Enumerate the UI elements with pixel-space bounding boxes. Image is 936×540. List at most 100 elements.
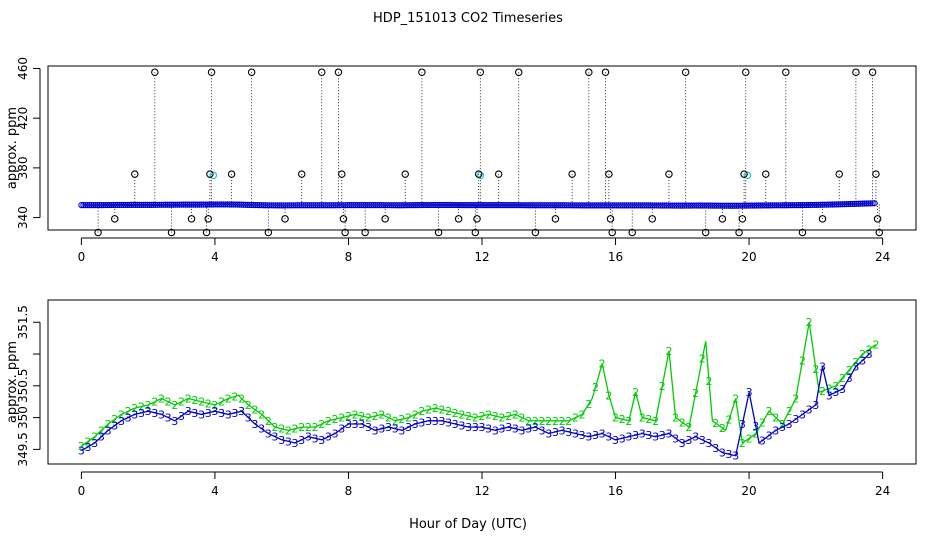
top-baseline-point (400, 202, 407, 209)
top-baseline-point (224, 201, 231, 208)
top-baseline-point (661, 202, 668, 209)
bottom-green-series-marker: 2 (839, 372, 846, 385)
top-baseline-point (779, 202, 786, 209)
bottom-green-series-marker: 2 (225, 393, 232, 406)
top-baseline-point (436, 201, 444, 209)
top-baseline-point (382, 202, 389, 209)
top-baseline-point (508, 202, 516, 209)
top-spike-point (741, 68, 750, 76)
top-baseline-point (470, 202, 478, 209)
top-baseline-point (244, 201, 251, 208)
top-baseline-point (388, 202, 395, 209)
bottom-green-series-marker: 2 (739, 437, 746, 450)
top-baseline-point (615, 202, 622, 209)
bottom-green-series-marker: 2 (545, 415, 552, 428)
bottom-green-series-marker: 2 (318, 418, 325, 431)
top-baseline-point (110, 201, 117, 209)
bottom-green-series-marker: 2 (118, 408, 125, 421)
top-x-tick-label: 20 (741, 250, 756, 264)
top-spike-point (835, 170, 843, 178)
top-spike-point (187, 215, 196, 223)
top-baseline-point (354, 202, 361, 209)
top-baseline-point (793, 202, 800, 209)
top-baseline-point (144, 201, 151, 209)
top-baseline-point (178, 201, 185, 208)
top-baseline-point (713, 202, 720, 209)
top-spike-point (852, 68, 860, 76)
bottom-green-series-marker: 2 (251, 404, 258, 417)
bottom-blue-series-marker: 3 (151, 407, 158, 420)
top-spike-point (131, 170, 139, 178)
top-baseline-point (504, 202, 512, 209)
bottom-blue-series-marker: 3 (305, 431, 312, 444)
top-baseline-point (128, 201, 135, 209)
top-baseline-point (484, 202, 492, 209)
top-baseline-point (837, 201, 844, 208)
top-baseline-point (138, 201, 145, 209)
top-baseline-point (238, 201, 245, 208)
bottom-y-tick-label: 349.5 (16, 432, 30, 466)
bottom-green-series-line (81, 322, 877, 447)
top-baseline-point (799, 202, 806, 209)
top-baseline-point (478, 202, 486, 209)
top-x-tick-label: 12 (474, 250, 489, 264)
bottom-green-series-marker: 2 (726, 414, 733, 427)
top-cyan-point (209, 171, 218, 180)
bottom-blue-series-marker: 3 (826, 389, 833, 402)
top-baseline-point (841, 201, 848, 208)
top-baseline-point (158, 201, 165, 208)
top-spike-point (202, 228, 211, 237)
top-baseline-point (278, 202, 285, 209)
top-baseline-point (252, 201, 259, 209)
top-x-tick-label: 4 (211, 250, 219, 264)
bottom-blue-series-marker: 3 (472, 421, 479, 434)
top-baseline-point (681, 202, 688, 209)
top-baseline-point (442, 201, 450, 209)
top-baseline-point (743, 202, 750, 209)
top-baseline-point (374, 202, 381, 209)
top-baseline-point (160, 201, 167, 208)
top-baseline-point (715, 202, 722, 209)
top-baseline-point (723, 202, 730, 209)
bottom-green-series-marker: 2 (205, 397, 212, 410)
top-baseline-point (627, 202, 634, 209)
bottom-green-series-marker: 2 (632, 386, 639, 399)
bottom-blue-series-marker: 3 (205, 407, 212, 420)
bottom-green-series-marker: 2 (485, 408, 492, 421)
top-baseline-point (100, 202, 107, 209)
top-baseline-point (102, 201, 109, 209)
top-baseline-point (216, 201, 223, 208)
bottom-green-series-marker: 2 (198, 396, 205, 409)
top-baseline-point (767, 202, 774, 209)
bottom-green-series-marker: 2 (612, 412, 619, 425)
bottom-blue-series-marker: 3 (432, 415, 439, 428)
top-spike-point (401, 170, 409, 178)
top-baseline-point (605, 202, 612, 209)
top-baseline-point (446, 201, 454, 209)
top-baseline-point (585, 202, 592, 209)
top-baseline-point (861, 200, 868, 207)
top-baseline-point (232, 201, 239, 208)
bottom-blue-series-marker: 3 (165, 412, 172, 425)
bottom-green-series-marker: 2 (245, 399, 252, 412)
top-baseline-point (603, 202, 610, 209)
bottom-green-series-marker: 2 (131, 402, 138, 415)
top-spike-point (875, 228, 884, 237)
bottom-blue-series-marker: 3 (445, 416, 452, 429)
bottom-green-series-marker: 2 (272, 421, 279, 434)
top-spike-point (782, 68, 790, 76)
top-baseline-point (452, 201, 460, 209)
bottom-green-series-marker: 2 (191, 394, 198, 407)
top-baseline-point (701, 202, 708, 209)
bottom-blue-series-marker: 3 (819, 361, 826, 374)
bottom-blue-series-marker: 3 (358, 418, 365, 431)
top-baseline-point (518, 202, 526, 209)
bottom-blue-series-marker: 3 (398, 424, 405, 437)
bottom-green-series-marker: 2 (305, 421, 312, 434)
bottom-blue-series-marker: 3 (612, 434, 619, 447)
top-spike-point (206, 170, 214, 178)
top-baseline-point (643, 202, 650, 209)
bottom-blue-series-marker: 3 (191, 407, 198, 420)
top-baseline-point (510, 202, 518, 209)
